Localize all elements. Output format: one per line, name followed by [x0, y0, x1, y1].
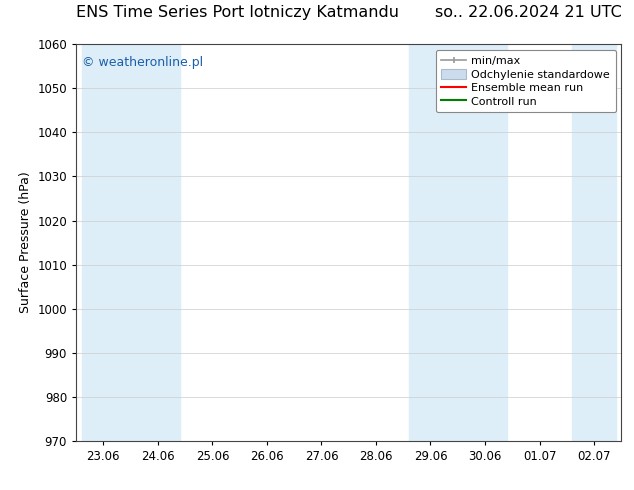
- Legend: min/max, Odchylenie standardowe, Ensemble mean run, Controll run: min/max, Odchylenie standardowe, Ensembl…: [436, 49, 616, 112]
- Text: ENS Time Series Port lotniczy Katmandu: ENS Time Series Port lotniczy Katmandu: [76, 4, 399, 20]
- Text: © weatheronline.pl: © weatheronline.pl: [82, 56, 203, 69]
- Bar: [82, 44, 179, 441]
- Bar: [409, 44, 507, 441]
- Bar: [573, 44, 616, 441]
- Y-axis label: Surface Pressure (hPa): Surface Pressure (hPa): [19, 172, 32, 314]
- Text: so.. 22.06.2024 21 UTC: so.. 22.06.2024 21 UTC: [434, 4, 621, 20]
